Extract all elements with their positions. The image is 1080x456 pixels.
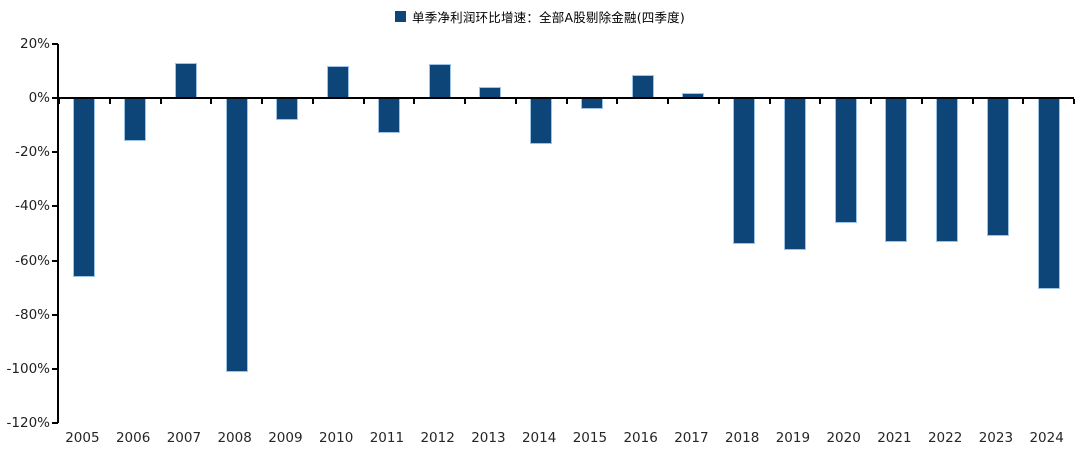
x-axis-tick — [1022, 99, 1025, 105]
x-axis-label-2014: 2014 — [521, 430, 557, 446]
x-axis-tick — [667, 99, 669, 105]
y-axis-tick — [52, 367, 58, 370]
x-axis-tick — [920, 99, 923, 105]
bar-2015 — [580, 98, 603, 109]
x-axis-label-2006: 2006 — [115, 430, 151, 446]
bar-2009 — [276, 98, 299, 120]
x-axis-tick — [261, 99, 263, 105]
x-axis-label-2017: 2017 — [674, 430, 709, 446]
x-axis-tick — [514, 99, 517, 105]
y-axis-labels: 20% 0% -20% -40% -60% -80% -100% -120% — [0, 36, 50, 431]
x-axis-label-2023: 2023 — [978, 430, 1014, 446]
y-axis-tick-label: -120% — [6, 415, 50, 431]
bar-2022 — [936, 98, 959, 242]
y-axis-tick — [52, 43, 58, 45]
x-axis-tick — [870, 99, 872, 105]
x-axis-tick — [159, 99, 162, 105]
y-axis-tick-label: -80% — [15, 306, 50, 323]
x-axis-label-2016: 2016 — [623, 430, 658, 446]
plot-area — [52, 43, 1075, 424]
y-axis-tick — [52, 151, 58, 154]
x-axis-tick — [362, 99, 365, 105]
x-axis-tick — [971, 99, 974, 105]
x-axis-tick — [565, 99, 568, 105]
bar-2020 — [834, 98, 857, 223]
y-axis-tick-label: -100% — [6, 360, 50, 377]
x-axis-label-2011: 2011 — [369, 430, 405, 446]
x-axis-label-2007: 2007 — [166, 430, 202, 446]
x-axis-label-2018: 2018 — [724, 430, 760, 446]
x-axis-tick — [311, 99, 314, 105]
x-axis-tick — [819, 99, 822, 105]
x-axis-label-2022: 2022 — [927, 430, 963, 446]
bar-2005 — [73, 98, 96, 277]
y-axis-tick-label: 0% — [28, 90, 50, 107]
bar-2018 — [733, 98, 756, 245]
legend-series-marker-icon — [395, 10, 407, 22]
x-axis-label-2020: 2020 — [826, 430, 861, 446]
y-axis-tick-label: -20% — [15, 144, 50, 161]
bar-2019 — [783, 98, 806, 250]
y-axis-tick-label: 20% — [19, 36, 50, 52]
x-axis-label-2015: 2015 — [572, 430, 608, 446]
bar-2011 — [377, 98, 400, 134]
y-axis-tick-label: -60% — [15, 252, 50, 269]
bar-2014 — [530, 98, 553, 145]
zero-axis-line — [59, 97, 1074, 100]
x-axis-label-2013: 2013 — [471, 430, 506, 446]
bar-2016 — [631, 75, 654, 99]
y-axis-tick-label: -40% — [15, 198, 50, 215]
x-axis-tick — [464, 99, 466, 105]
x-axis-label-2024: 2024 — [1029, 430, 1064, 446]
bar-2006 — [124, 98, 147, 142]
bar-2007 — [174, 62, 197, 99]
bar-2012 — [428, 64, 451, 99]
y-axis-tick — [52, 97, 58, 100]
x-axis-label-2009: 2009 — [268, 430, 303, 446]
x-axis-label-2012: 2012 — [420, 430, 455, 446]
x-axis-label-2019: 2019 — [775, 430, 811, 446]
x-axis-tick — [58, 99, 60, 105]
x-axis-label-2010: 2010 — [318, 430, 354, 446]
x-axis-tick — [768, 99, 771, 105]
bar-2021 — [885, 98, 908, 242]
chart-legend: 单季净利润环比增速：全部A股剔除金融(四季度) — [0, 7, 1080, 25]
bar-2024 — [1037, 98, 1060, 289]
x-axis-tick — [717, 99, 720, 105]
bar-2010 — [327, 65, 350, 99]
x-axis-tick — [616, 99, 619, 105]
x-axis-tick — [210, 99, 213, 105]
x-axis-label-2008: 2008 — [217, 430, 252, 446]
bar-2023 — [986, 98, 1009, 237]
x-axis-labels: 2005 2006 2007 2008 2009 2010 2011 2012 2013 2014… — [57, 430, 1072, 450]
y-axis-tick — [52, 422, 58, 424]
legend-series-label: 单季净利润环比增速：全部A股剔除金融(四季度) — [412, 9, 685, 25]
x-axis-tick — [1073, 99, 1075, 105]
x-axis-tick — [413, 99, 416, 105]
x-axis-label-2021: 2021 — [877, 430, 912, 446]
x-axis-label-2005: 2005 — [65, 430, 100, 446]
bar-2008 — [225, 98, 248, 372]
y-axis-tick — [52, 205, 58, 208]
y-axis-tick — [52, 259, 58, 262]
x-axis-tick — [108, 99, 111, 105]
y-axis-tick — [52, 313, 58, 316]
